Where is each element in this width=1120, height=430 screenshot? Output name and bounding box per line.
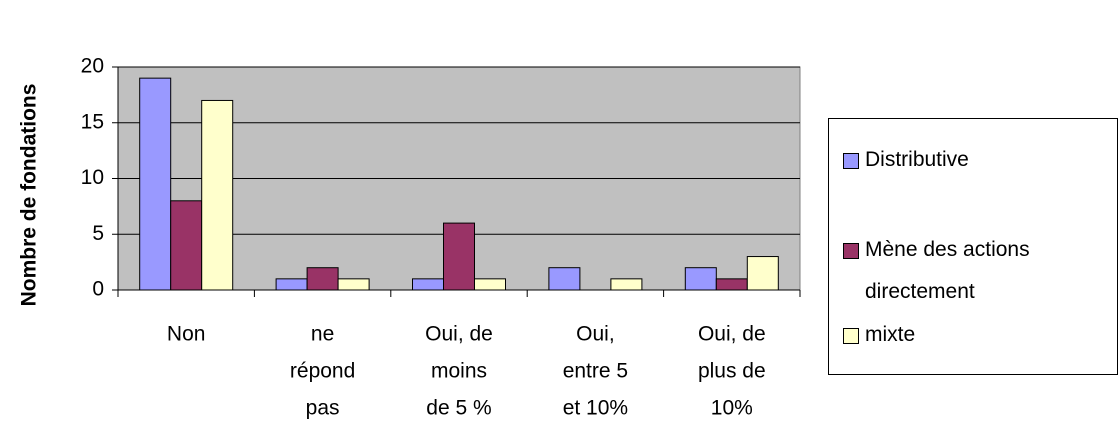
legend-item: mixte — [843, 314, 1119, 356]
x-tick-label: répond — [290, 360, 355, 383]
legend-item: Distributive — [843, 139, 1119, 181]
x-tick-label: Non — [167, 323, 206, 346]
legend: Distributive Mène des actions directement… — [828, 118, 1118, 375]
x-tick-label: ne — [311, 323, 334, 346]
legend-item: Mène des actions directement — [843, 229, 1119, 313]
x-tick-label: plus de — [698, 360, 766, 383]
bar — [337, 278, 370, 291]
x-tick-label: Oui, de — [698, 323, 766, 346]
x-tick-label: Oui, — [576, 323, 615, 346]
y-tick-label: 15 — [81, 110, 104, 133]
x-tick-label: 10% — [711, 397, 753, 420]
legend-swatch — [843, 153, 859, 169]
bar — [275, 278, 308, 291]
x-tick-label: pas — [306, 397, 340, 420]
y-tick-label: 20 — [81, 55, 104, 78]
bar — [610, 278, 643, 291]
legend-swatch — [843, 328, 859, 344]
bar — [548, 267, 581, 291]
x-tick-label: de 5 % — [426, 397, 491, 420]
bar — [139, 77, 172, 291]
x-tick-label: moins — [431, 360, 487, 383]
y-tick-label: 5 — [92, 222, 104, 245]
bar — [412, 278, 444, 291]
bar — [746, 256, 779, 291]
x-tick-label: entre 5 — [563, 360, 628, 383]
bar — [201, 99, 234, 291]
bar — [715, 278, 748, 291]
legend-label: mixte — [865, 323, 916, 346]
legend-swatch — [843, 243, 859, 259]
bar — [443, 222, 475, 291]
bar — [306, 267, 339, 291]
y-axis-label: Nombre de fondations — [18, 84, 41, 307]
legend-label: Distributive — [865, 148, 969, 171]
y-tick-label: 0 — [92, 278, 104, 301]
x-tick-label: et 10% — [563, 397, 628, 420]
legend-label: Mène des actions directement — [865, 238, 1030, 303]
x-tick-label: Oui, de — [425, 323, 493, 346]
bar — [474, 278, 506, 291]
y-tick-label: 10 — [81, 166, 104, 189]
bar — [170, 200, 203, 291]
bar — [684, 267, 717, 291]
